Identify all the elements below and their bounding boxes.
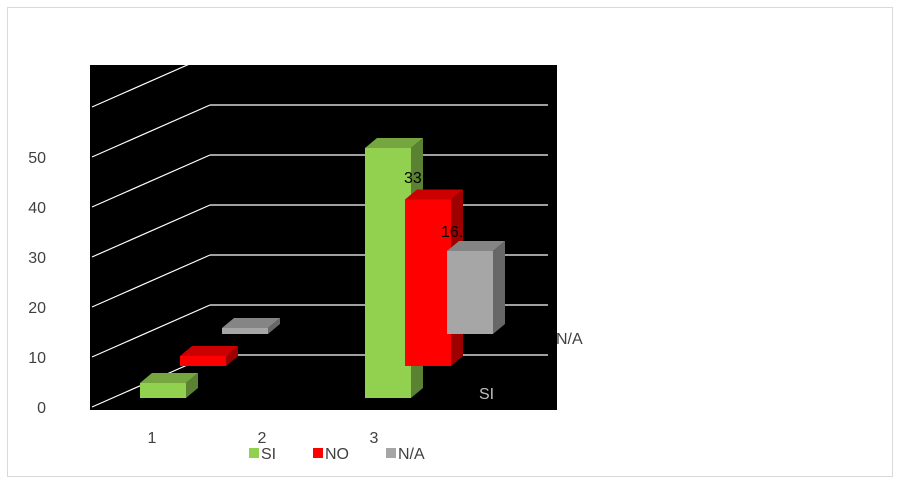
gridline-side xyxy=(91,54,211,108)
y-tick-label: 30 xyxy=(28,250,46,267)
series-axis-label: N/A xyxy=(556,331,583,348)
legend-swatch xyxy=(249,448,259,458)
bar-na-1 xyxy=(222,328,268,334)
bar-no-3 xyxy=(405,199,451,366)
y-tick-label: 20 xyxy=(28,300,46,317)
bar-top xyxy=(447,241,505,251)
data-label: 50 xyxy=(372,110,390,127)
bar-side xyxy=(268,318,280,334)
bar-si-1 xyxy=(140,383,186,398)
bar-top xyxy=(180,346,238,356)
gridline-side xyxy=(91,254,211,308)
plot-area xyxy=(90,65,557,410)
bar-top xyxy=(140,373,198,383)
bar-si-3 xyxy=(365,148,411,398)
x-tick-label: 3 xyxy=(370,430,379,447)
y-tick-label: 40 xyxy=(28,200,46,217)
legend-label: NO xyxy=(325,446,349,463)
bar-top xyxy=(222,318,280,328)
bar-na-3 xyxy=(447,251,493,334)
gridline-side xyxy=(91,304,211,358)
legend-label: SI xyxy=(261,446,276,463)
data-label: 16.6 xyxy=(441,224,472,241)
bar-top xyxy=(365,138,423,148)
gridline-side xyxy=(91,154,211,208)
data-label: 33.3 xyxy=(404,170,435,187)
bar-no-1 xyxy=(180,356,226,366)
bar-side xyxy=(186,373,198,398)
bar-side xyxy=(226,346,238,366)
x-tick-label: 2 xyxy=(258,430,267,447)
series-axis-label: SI xyxy=(479,386,494,403)
bar-side xyxy=(493,241,505,334)
y-tick-label: 0 xyxy=(37,400,46,417)
gridline-side xyxy=(91,204,211,258)
legend-swatch xyxy=(386,448,396,458)
gridline-side xyxy=(91,104,211,158)
y-tick-label: 10 xyxy=(28,350,46,367)
bar-top xyxy=(405,189,463,200)
legend-swatch xyxy=(313,448,323,458)
x-tick-label: 1 xyxy=(148,430,157,447)
legend-label: N/A xyxy=(398,446,425,463)
y-tick-label: 50 xyxy=(28,150,46,167)
